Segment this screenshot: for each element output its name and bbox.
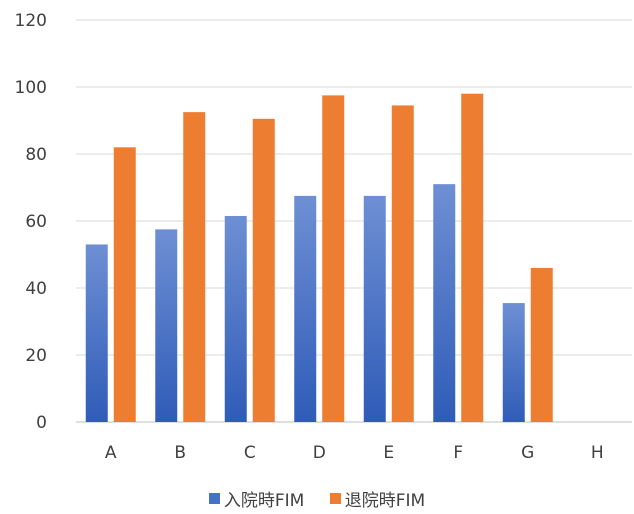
legend-item-series-2: 退院時FIM: [329, 486, 426, 511]
bar-series-2: [113, 147, 136, 423]
bar-series-1: [433, 184, 456, 422]
bars: [85, 93, 553, 423]
x-tick-label: F: [453, 443, 463, 463]
legend-label-series-2: 退院時FIM: [344, 491, 426, 511]
legend: 入院時FIM 退院時FIM: [0, 486, 634, 511]
bar-series-2: [252, 118, 275, 422]
legend-label-series-1: 入院時FIM: [223, 491, 305, 511]
legend-item-series-1: 入院時FIM: [208, 486, 305, 511]
y-tick-label: 100: [15, 78, 47, 98]
y-tick-label: 80: [25, 145, 47, 165]
x-tick-label: H: [591, 443, 604, 463]
x-tick-label: E: [383, 443, 394, 463]
x-tick-label: A: [105, 443, 117, 463]
legend-swatch-series-2: [329, 493, 341, 504]
bar-series-2: [322, 95, 345, 422]
bar-series-2: [530, 267, 553, 422]
y-axis: 0 20 40 60 80 100 120: [15, 11, 47, 433]
bar-series-2: [183, 112, 206, 422]
legend-swatch-series-1: [208, 493, 220, 504]
bar-series-1: [85, 244, 108, 422]
x-tick-label: B: [174, 443, 186, 463]
bar-series-2: [461, 93, 484, 422]
bar-series-1: [294, 195, 317, 422]
y-tick-label: 60: [25, 212, 47, 232]
x-tick-label: C: [244, 443, 256, 463]
x-axis: A B C D E F G H: [105, 443, 604, 463]
bar-series-1: [224, 215, 247, 422]
y-tick-label: 20: [25, 346, 47, 366]
bar-series-2: [391, 105, 414, 423]
bar-chart-svg: 0 20 40 60 80 100 120 A B C D E F G H: [15, 11, 632, 463]
x-tick-label: G: [521, 443, 534, 463]
bar-series-1: [363, 195, 386, 422]
y-tick-label: 40: [25, 279, 47, 299]
y-tick-label: 120: [15, 11, 47, 31]
x-tick-label: D: [313, 443, 326, 463]
bar-series-1: [155, 229, 178, 422]
bar-series-1: [502, 303, 525, 422]
y-tick-label: 0: [36, 413, 47, 433]
